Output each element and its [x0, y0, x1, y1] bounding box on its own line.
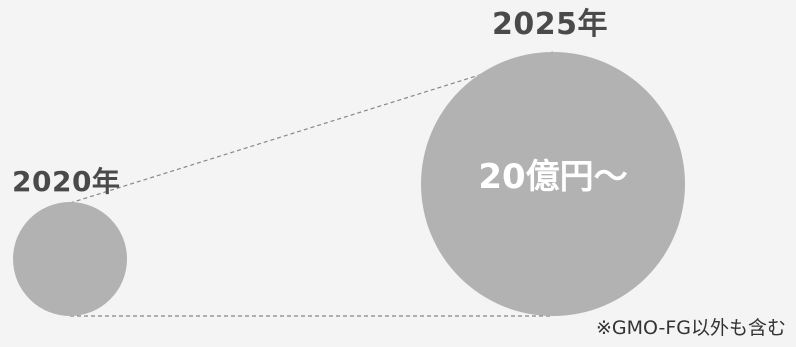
- year-label-2020: 2020年: [12, 165, 121, 198]
- footnote: ※GMO-FG以外も含む: [595, 317, 786, 339]
- year-label-2025: 2025年: [492, 7, 608, 42]
- circle-2020: [13, 202, 127, 316]
- revenue-value-label: 20億円〜: [478, 157, 628, 197]
- circle-2025: [421, 52, 685, 316]
- connector-line-top: [69, 51, 554, 204]
